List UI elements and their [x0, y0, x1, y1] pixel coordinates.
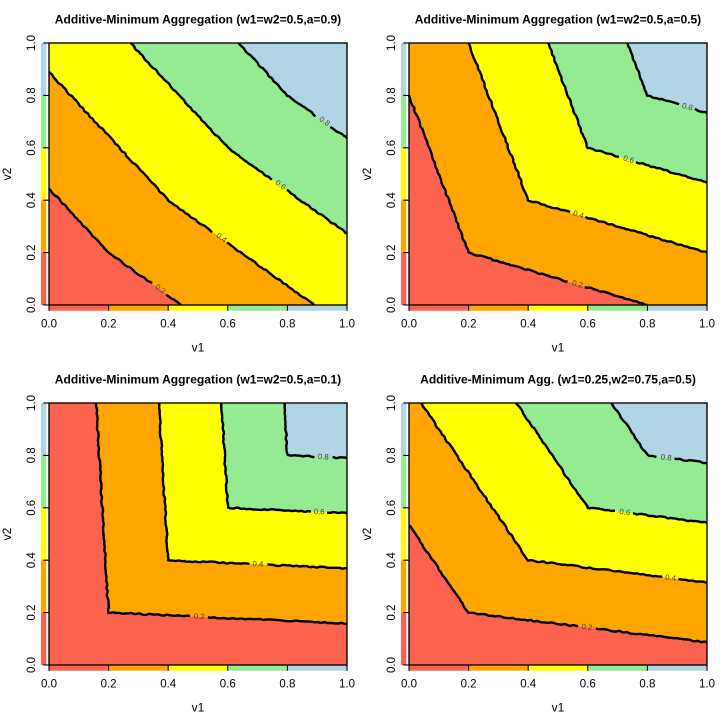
svg-text:0.2: 0.2: [101, 678, 117, 690]
svg-text:0.6: 0.6: [622, 154, 635, 166]
svg-text:Additive-Minimum Aggregation (: Additive-Minimum Aggregation (w1=w2=0.5,…: [55, 12, 341, 26]
svg-text:0.4: 0.4: [572, 209, 586, 221]
svg-text:0.8: 0.8: [386, 447, 398, 463]
svg-text:0.8: 0.8: [639, 318, 655, 330]
svg-text:0.2: 0.2: [461, 678, 477, 690]
svg-text:0.6: 0.6: [220, 318, 236, 330]
svg-text:0.4: 0.4: [26, 192, 38, 209]
svg-text:Additive-Minimum Aggregation (: Additive-Minimum Aggregation (w1=w2=0.5,…: [55, 372, 341, 386]
svg-text:0.2: 0.2: [386, 245, 398, 261]
svg-text:0.2: 0.2: [194, 612, 205, 621]
svg-text:v2: v2: [0, 527, 14, 540]
svg-text:0.6: 0.6: [313, 507, 324, 516]
svg-text:0.0: 0.0: [41, 318, 57, 330]
svg-text:0.8: 0.8: [279, 678, 295, 690]
svg-text:v1: v1: [192, 701, 205, 715]
svg-text:1.0: 1.0: [339, 318, 355, 330]
svg-text:0.8: 0.8: [26, 87, 38, 103]
svg-text:0.2: 0.2: [461, 318, 477, 330]
svg-text:1.0: 1.0: [699, 318, 715, 330]
svg-text:Additive-Minimum Agg. (w1=0.25: Additive-Minimum Agg. (w1=0.25,w2=0.75,a…: [420, 372, 696, 386]
svg-text:0.8: 0.8: [26, 447, 38, 463]
svg-text:0.6: 0.6: [580, 678, 596, 690]
svg-text:0.4: 0.4: [160, 318, 177, 330]
svg-text:0.6: 0.6: [386, 140, 398, 156]
svg-text:0.0: 0.0: [26, 297, 38, 313]
svg-text:0.2: 0.2: [386, 605, 398, 621]
svg-text:0.6: 0.6: [386, 500, 398, 516]
svg-text:0.0: 0.0: [386, 657, 398, 673]
svg-text:1.0: 1.0: [699, 678, 715, 690]
svg-text:0.6: 0.6: [26, 500, 38, 516]
svg-text:0.8: 0.8: [386, 87, 398, 103]
svg-text:v1: v1: [192, 341, 205, 355]
svg-text:0.8: 0.8: [681, 101, 694, 113]
svg-text:1.0: 1.0: [26, 395, 38, 411]
svg-text:0.4: 0.4: [520, 678, 537, 690]
svg-text:0.8: 0.8: [660, 452, 672, 462]
svg-text:1.0: 1.0: [386, 35, 398, 51]
svg-text:0.6: 0.6: [26, 140, 38, 156]
svg-text:0.2: 0.2: [26, 245, 38, 261]
svg-text:0.0: 0.0: [401, 318, 417, 330]
svg-text:0.0: 0.0: [41, 678, 57, 690]
svg-text:0.4: 0.4: [386, 552, 398, 569]
svg-text:v1: v1: [552, 701, 565, 715]
svg-text:v2: v2: [360, 527, 374, 540]
svg-text:0.6: 0.6: [580, 318, 596, 330]
svg-text:0.4: 0.4: [520, 318, 537, 330]
svg-text:0.4: 0.4: [160, 678, 177, 690]
svg-text:0.2: 0.2: [26, 605, 38, 621]
svg-text:0.0: 0.0: [386, 297, 398, 313]
svg-text:0.2: 0.2: [101, 318, 117, 330]
svg-text:Additive-Minimum Aggregation (: Additive-Minimum Aggregation (w1=w2=0.5,…: [415, 12, 701, 26]
svg-text:0.6: 0.6: [619, 507, 631, 517]
svg-text:0.2: 0.2: [571, 278, 584, 290]
svg-text:0.4: 0.4: [252, 559, 264, 569]
svg-text:0.6: 0.6: [220, 678, 236, 690]
svg-text:0.8: 0.8: [279, 318, 295, 330]
svg-text:0.4: 0.4: [386, 192, 398, 209]
svg-text:0.8: 0.8: [639, 678, 655, 690]
svg-text:v2: v2: [0, 167, 14, 180]
svg-text:0.0: 0.0: [401, 678, 417, 690]
svg-text:v2: v2: [360, 167, 374, 180]
svg-text:0.0: 0.0: [26, 657, 38, 673]
svg-text:1.0: 1.0: [386, 395, 398, 411]
svg-text:v1: v1: [552, 341, 565, 355]
svg-text:0.2: 0.2: [581, 622, 593, 632]
svg-text:1.0: 1.0: [339, 678, 355, 690]
svg-text:0.4: 0.4: [26, 552, 38, 569]
svg-text:0.8: 0.8: [318, 452, 329, 461]
svg-text:1.0: 1.0: [26, 35, 38, 51]
svg-text:0.4: 0.4: [665, 573, 678, 583]
